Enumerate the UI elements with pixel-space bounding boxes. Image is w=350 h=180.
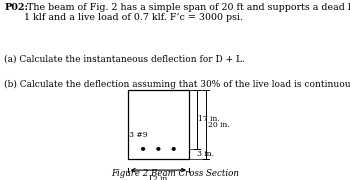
- Text: Figure 2 Beam Cross Section: Figure 2 Beam Cross Section: [111, 169, 239, 178]
- Ellipse shape: [157, 148, 160, 150]
- Text: 3 #9: 3 #9: [129, 131, 148, 139]
- Text: (b) Calculate the deflection assuming that 30% of the live load is continuously : (b) Calculate the deflection assuming th…: [4, 80, 350, 89]
- Text: P02:: P02:: [4, 3, 28, 12]
- Text: 3 in.: 3 in.: [197, 150, 215, 158]
- Text: 20 in.: 20 in.: [208, 121, 229, 129]
- Ellipse shape: [142, 148, 145, 150]
- Text: 17 in.: 17 in.: [198, 115, 220, 123]
- Text: (a) Calculate the instantaneous deflection for D + L.: (a) Calculate the instantaneous deflecti…: [4, 55, 245, 64]
- Text: 12 in.: 12 in.: [147, 175, 169, 180]
- Text: The beam of Fig. 2 has a simple span of 20 ft and supports a dead load including: The beam of Fig. 2 has a simple span of …: [24, 3, 350, 22]
- Ellipse shape: [172, 148, 175, 150]
